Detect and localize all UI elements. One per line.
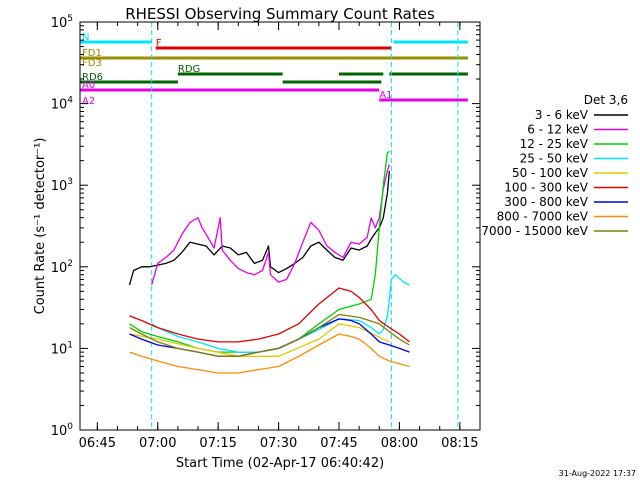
series-line-7000-15000-kev: [129, 313, 410, 357]
legend-label-25-50-kev: 25 - 50 keV: [520, 152, 589, 166]
flag-label-fd3: FD3: [82, 58, 102, 69]
series-line-50-100-kev: [129, 323, 390, 357]
legend-label-7000-15000-kev: 7000 - 15000 keV: [481, 224, 588, 238]
x-tick-label-0700: 07:00: [139, 436, 176, 451]
flag-label-n: N: [82, 32, 89, 43]
x-tick-label-0645: 06:45: [79, 436, 116, 451]
x-tick-label-0730: 07:30: [260, 436, 297, 451]
legend-title: Det 3,6: [584, 93, 628, 107]
x-tick-label-0815: 08:15: [441, 436, 478, 451]
legend-label-300-800-kev: 300 - 800 keV: [504, 195, 588, 209]
y-tick-label-5: 105: [51, 14, 73, 31]
x-tick-label-0715: 07:15: [199, 436, 236, 451]
y-tick-label-4: 104: [51, 96, 74, 113]
y-tick-label-2: 102: [51, 259, 73, 276]
chart-title: RHESSI Observing Summary Count Rates: [125, 5, 435, 23]
flag-label-rdg: RDG: [178, 64, 200, 75]
series-line-25-50-kev: [151, 274, 410, 353]
legend-label-50-100-kev: 50 - 100 keV: [512, 166, 589, 180]
x-axis-ticks: 06:45 07:00 07:15 07:30 07:45 08:00 08:15: [79, 22, 481, 451]
legend-label-12-25-kev: 12 - 25 keV: [520, 137, 589, 151]
flag-label-f: F: [156, 38, 162, 49]
x-tick-label-0800: 08:00: [381, 436, 418, 451]
x-axis-label: Start Time (02-Apr-17 06:40:42): [176, 456, 384, 471]
y-axis-label: Count Rate (s⁻¹ detector⁻¹): [33, 138, 48, 315]
series-line-3-6-kev: [128, 170, 391, 286]
y-tick-label-1: 101: [51, 340, 73, 357]
timestamp: 31-Aug-2022 17:37: [559, 469, 636, 478]
legend-label-6-12-kev: 6 - 12 keV: [527, 123, 589, 137]
y-tick-label-3: 103: [51, 177, 73, 194]
series-line-6-12-kev: [151, 164, 391, 286]
flag-label-a0: A0: [82, 80, 95, 91]
legend-label-800-7000-kev: 800 - 7000 keV: [497, 210, 589, 224]
plot-frame: [79, 21, 481, 431]
flag-label-rd6: RD6: [82, 72, 103, 83]
y-tick-label-0: 100: [51, 422, 74, 439]
legend-label-3-6-kev: 3 - 6 keV: [535, 108, 589, 122]
y-axis-ticks: 100 101 102 103 104 105: [51, 14, 480, 439]
series-line-800-7000-kev: [129, 333, 410, 374]
x-tick-label-0745: 07:45: [320, 436, 357, 451]
series-line-12-25-kev: [129, 150, 390, 353]
series-line-100-300-kev: [129, 287, 410, 343]
legend-label-100-300-kev: 100 - 300 keV: [504, 181, 588, 195]
series-lines: [128, 150, 410, 374]
flag-label-fd1: FD1: [82, 48, 102, 59]
flag-label-a2: A2: [82, 96, 95, 107]
flag-label-a1: A1: [379, 90, 392, 101]
